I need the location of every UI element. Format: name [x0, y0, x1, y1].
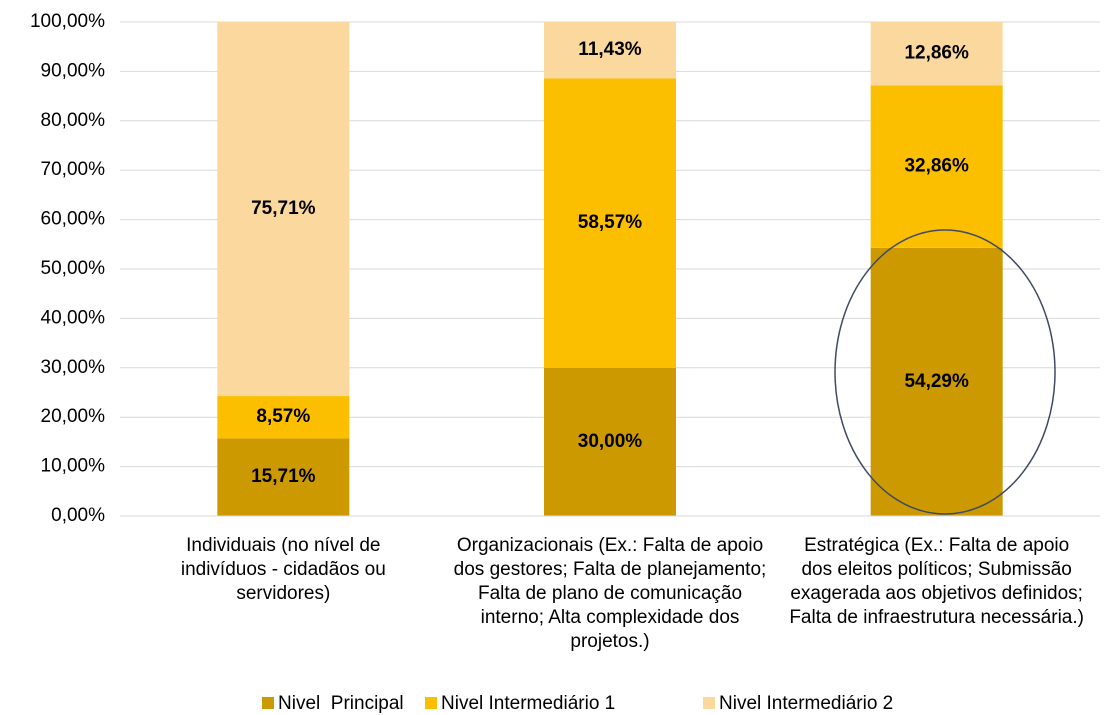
y-tick-label: 40,00%	[41, 307, 106, 328]
data-label: 30,00%	[578, 431, 643, 452]
bar-segment	[544, 78, 676, 368]
x-tick-label: Estratégica (Ex.: Falta de apoio dos ele…	[789, 535, 1084, 628]
bar-segment	[544, 367, 676, 516]
y-tick-label: 50,00%	[41, 258, 106, 279]
y-tick-label: 100,00%	[30, 11, 105, 32]
x-tick-label: Organizacionais (Ex.: Falta de apoio dos…	[453, 535, 767, 652]
bar-segment	[544, 22, 676, 79]
bar-segment	[870, 247, 1003, 516]
data-label: 8,57%	[256, 406, 310, 427]
bars	[217, 21, 1003, 516]
x-tick-label: Individuais (no nível de indivíduos - ci…	[180, 535, 386, 604]
bar-segment	[217, 22, 350, 397]
bar-segment	[217, 396, 350, 439]
legend-label: Nivel Intermediário 2	[719, 693, 893, 714]
y-tick-label: 90,00%	[41, 60, 106, 81]
bar-segment	[870, 21, 1003, 86]
legend-swatch	[262, 697, 274, 709]
legend-label: Nivel Intermediário 1	[441, 693, 615, 714]
highlight-ellipse	[834, 229, 1056, 515]
data-label: 12,86%	[904, 43, 969, 64]
y-tick-label: 10,00%	[41, 456, 106, 477]
y-tick-label: 30,00%	[41, 357, 106, 378]
data-label: 11,43%	[578, 39, 641, 60]
bar-segment	[870, 85, 1003, 248]
data-label: 75,71%	[251, 198, 316, 219]
data-label: 58,57%	[578, 212, 643, 233]
y-tick-label: 60,00%	[41, 209, 106, 230]
data-label: 54,29%	[904, 371, 969, 392]
y-tick-label: 70,00%	[41, 159, 106, 180]
bar-segment	[217, 438, 350, 516]
y-tick-label: 80,00%	[41, 110, 106, 131]
y-tick-label: 20,00%	[41, 406, 106, 427]
data-label: 32,86%	[904, 156, 969, 177]
y-tick-label: 0,00%	[51, 505, 105, 526]
data-label: 15,71%	[251, 466, 316, 487]
legend-label: Nivel Principal	[278, 693, 404, 714]
legend-swatch	[703, 697, 715, 709]
legend-swatch	[425, 697, 437, 709]
